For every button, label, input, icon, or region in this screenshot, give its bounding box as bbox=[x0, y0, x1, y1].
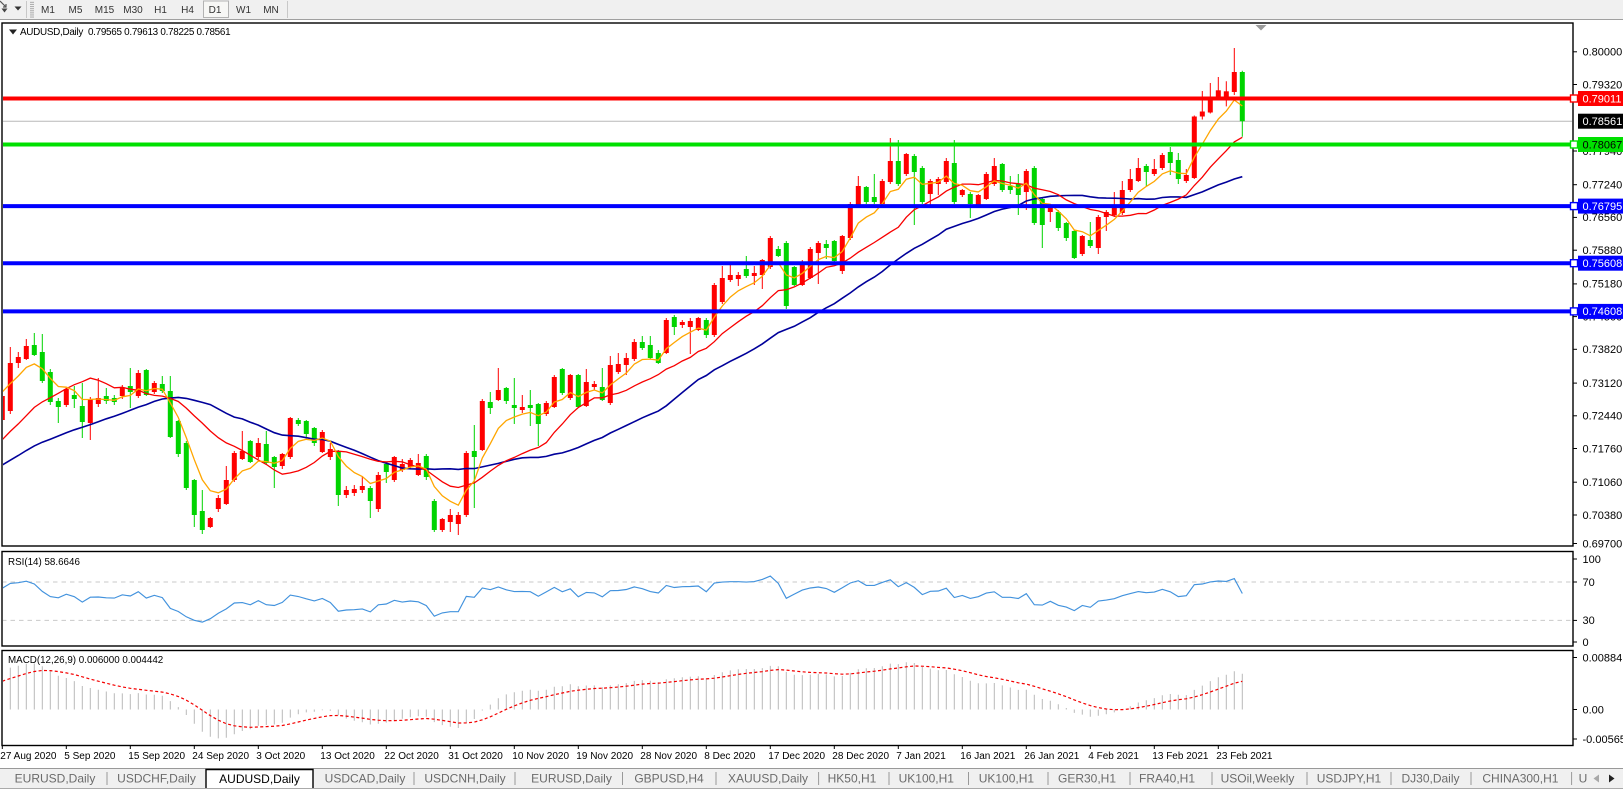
svg-text:0.00884: 0.00884 bbox=[1583, 652, 1623, 664]
svg-text:26 Jan 2021: 26 Jan 2021 bbox=[1024, 751, 1079, 762]
svg-text:M30: M30 bbox=[123, 5, 143, 16]
svg-text:28 Dec 2020: 28 Dec 2020 bbox=[832, 751, 889, 762]
svg-text:USDCHF,Daily: USDCHF,Daily bbox=[117, 772, 196, 786]
svg-text:AUDUSD,Daily: AUDUSD,Daily bbox=[219, 772, 300, 786]
svg-text:0.79011: 0.79011 bbox=[1583, 93, 1622, 105]
svg-text:U: U bbox=[1579, 772, 1588, 786]
svg-text:0.76560: 0.76560 bbox=[1583, 212, 1623, 224]
svg-text:0.73120: 0.73120 bbox=[1583, 378, 1623, 390]
svg-text:USDJPY,H1: USDJPY,H1 bbox=[1317, 772, 1382, 786]
svg-text:RSI(14) 58.6646: RSI(14) 58.6646 bbox=[8, 557, 80, 568]
svg-text:28 Nov 2020: 28 Nov 2020 bbox=[640, 751, 697, 762]
svg-text:MN: MN bbox=[263, 5, 279, 16]
svg-text:FRA40,H1: FRA40,H1 bbox=[1139, 772, 1195, 786]
svg-text:W1: W1 bbox=[236, 5, 251, 16]
svg-text:DJ30,Daily: DJ30,Daily bbox=[1401, 772, 1459, 786]
svg-text:0.00: 0.00 bbox=[1583, 704, 1604, 716]
svg-text:H4: H4 bbox=[181, 5, 194, 16]
svg-text:0.75880: 0.75880 bbox=[1583, 245, 1623, 257]
svg-text:USOil,Weekly: USOil,Weekly bbox=[1221, 772, 1295, 786]
svg-text:13 Oct 2020: 13 Oct 2020 bbox=[320, 751, 375, 762]
svg-text:UK100,H1: UK100,H1 bbox=[899, 772, 955, 786]
svg-text:M1: M1 bbox=[41, 5, 55, 16]
svg-text:0.78561: 0.78561 bbox=[1583, 116, 1623, 128]
svg-text:17 Dec 2020: 17 Dec 2020 bbox=[768, 751, 825, 762]
svg-text:15 Sep 2020: 15 Sep 2020 bbox=[128, 751, 185, 762]
svg-text:H1: H1 bbox=[154, 5, 167, 16]
svg-text:8 Dec 2020: 8 Dec 2020 bbox=[704, 751, 756, 762]
svg-text:0.79320: 0.79320 bbox=[1583, 79, 1623, 91]
svg-text:HK50,H1: HK50,H1 bbox=[828, 772, 877, 786]
svg-text:30: 30 bbox=[1583, 615, 1595, 627]
svg-text:0.76795: 0.76795 bbox=[1583, 201, 1623, 213]
svg-text:0.69700: 0.69700 bbox=[1583, 538, 1623, 550]
svg-text:5 Sep 2020: 5 Sep 2020 bbox=[64, 751, 116, 762]
svg-text:MACD(12,26,9) 0.006000 0.00444: MACD(12,26,9) 0.006000 0.004442 bbox=[8, 655, 163, 666]
svg-text:UK100,H1: UK100,H1 bbox=[979, 772, 1035, 786]
svg-text:CHINA300,H1: CHINA300,H1 bbox=[1482, 772, 1558, 786]
svg-text:100: 100 bbox=[1583, 554, 1601, 566]
svg-text:31 Oct 2020: 31 Oct 2020 bbox=[448, 751, 503, 762]
svg-text:3 Oct 2020: 3 Oct 2020 bbox=[256, 751, 305, 762]
svg-text:7 Jan 2021: 7 Jan 2021 bbox=[896, 751, 946, 762]
svg-text:0.74608: 0.74608 bbox=[1583, 306, 1623, 318]
svg-text:EURUSD,Daily: EURUSD,Daily bbox=[531, 772, 612, 786]
svg-text:13 Feb 2021: 13 Feb 2021 bbox=[1152, 751, 1209, 762]
svg-text:USDCNH,Daily: USDCNH,Daily bbox=[424, 772, 505, 786]
svg-text:24 Sep 2020: 24 Sep 2020 bbox=[192, 751, 249, 762]
svg-text:27 Aug 2020: 27 Aug 2020 bbox=[0, 751, 57, 762]
svg-text:GER30,H1: GER30,H1 bbox=[1058, 772, 1116, 786]
svg-text:M5: M5 bbox=[69, 5, 83, 16]
svg-text:-0.005651: -0.005651 bbox=[1583, 734, 1623, 746]
svg-text:0.71760: 0.71760 bbox=[1583, 443, 1623, 455]
svg-text:16 Jan 2021: 16 Jan 2021 bbox=[960, 751, 1015, 762]
svg-text:0.71060: 0.71060 bbox=[1583, 477, 1623, 489]
svg-text:0.70380: 0.70380 bbox=[1583, 510, 1623, 522]
svg-text:0.80000: 0.80000 bbox=[1583, 47, 1623, 59]
svg-text:22 Oct 2020: 22 Oct 2020 bbox=[384, 751, 439, 762]
svg-text:70: 70 bbox=[1583, 577, 1595, 589]
svg-text:0.72440: 0.72440 bbox=[1583, 411, 1623, 423]
svg-text:0.75180: 0.75180 bbox=[1583, 279, 1623, 291]
svg-text:EURUSD,Daily: EURUSD,Daily bbox=[15, 772, 96, 786]
svg-text:0.75608: 0.75608 bbox=[1583, 258, 1623, 270]
svg-text:GBPUSD,H4: GBPUSD,H4 bbox=[634, 772, 704, 786]
svg-text:19 Nov 2020: 19 Nov 2020 bbox=[576, 751, 633, 762]
svg-text:M15: M15 bbox=[95, 5, 115, 16]
svg-text:D1: D1 bbox=[209, 5, 222, 16]
svg-text:0: 0 bbox=[1583, 637, 1589, 649]
svg-text:USDCAD,Daily: USDCAD,Daily bbox=[325, 772, 406, 786]
svg-text:AUDUSD,Daily 0.79565 0.79613: AUDUSD,Daily 0.79565 0.79613 0.78225 0.7… bbox=[20, 27, 231, 38]
svg-text:4 Feb 2021: 4 Feb 2021 bbox=[1088, 751, 1139, 762]
svg-text:0.77240: 0.77240 bbox=[1583, 180, 1623, 192]
svg-text:XAUUSD,Daily: XAUUSD,Daily bbox=[728, 772, 808, 786]
svg-text:23 Feb 2021: 23 Feb 2021 bbox=[1216, 751, 1273, 762]
svg-text:0.78067: 0.78067 bbox=[1583, 139, 1623, 151]
svg-text:10 Nov 2020: 10 Nov 2020 bbox=[512, 751, 569, 762]
svg-text:0.73820: 0.73820 bbox=[1583, 344, 1623, 356]
